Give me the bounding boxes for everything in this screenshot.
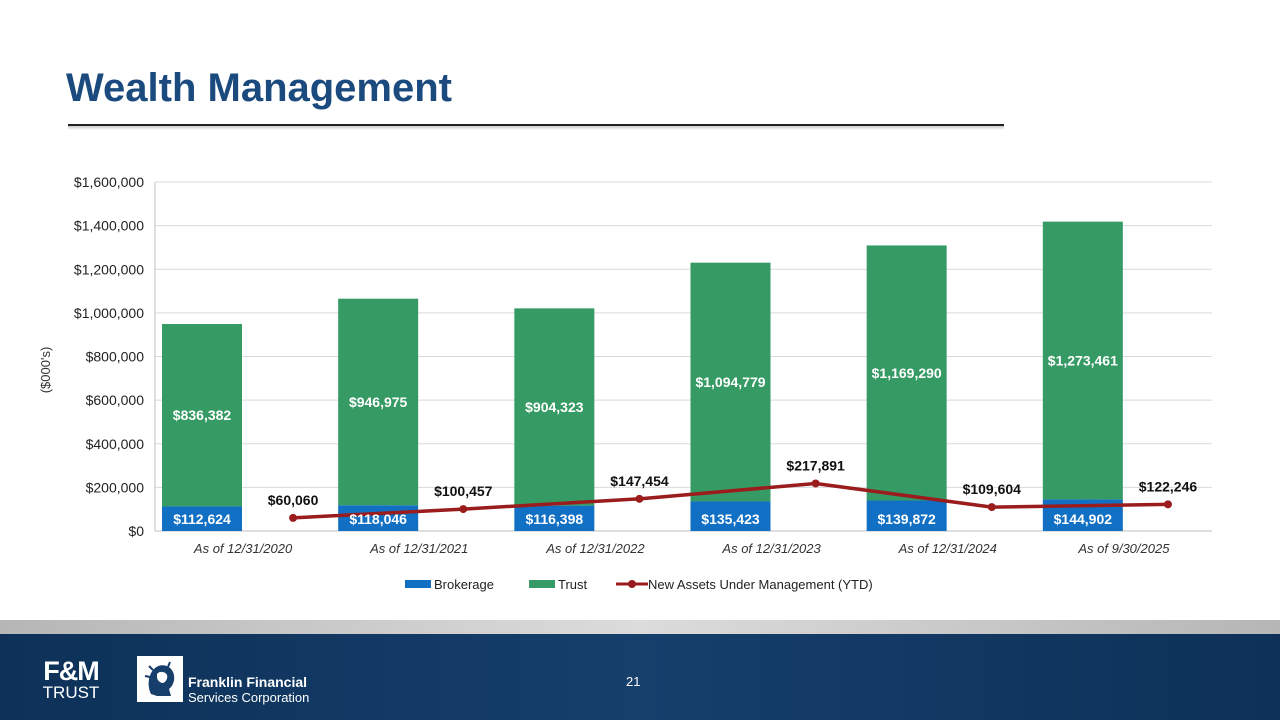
fm-trust-logo: F&M TRUST xyxy=(26,658,116,702)
bar-trust xyxy=(1042,221,1123,500)
legend-swatch xyxy=(405,580,431,588)
company-name: Franklin Financial Services Corporation xyxy=(188,674,309,706)
data-label-new-assets: $60,060 xyxy=(268,492,319,508)
line-new-assets xyxy=(292,481,1168,520)
franklin-portrait-icon xyxy=(137,656,183,702)
page-title: Wealth Management xyxy=(66,66,452,110)
bar-brokerage xyxy=(514,505,595,531)
x-tick-label: As of 12/31/2022 xyxy=(545,541,645,556)
y-axis-label: ($000's) xyxy=(38,347,53,394)
y-tick-label: $1,000,000 xyxy=(74,305,144,321)
wealth-management-chart: $0 $200,000 $400,000 $600,000 $800,000 $1,000… xyxy=(38,174,1212,592)
bar-brokerage xyxy=(162,506,242,531)
x-tick-label: As of 12/31/2020 xyxy=(193,541,293,556)
data-label-new-assets: $217,891 xyxy=(786,457,845,473)
line-point xyxy=(987,503,996,512)
data-label-brokerage: $118,046 xyxy=(349,511,407,527)
line-point xyxy=(635,494,644,503)
data-label-trust: $1,273,461 xyxy=(1048,353,1118,369)
data-label-trust: $904,323 xyxy=(525,399,584,415)
y-tick-label: $1,600,000 xyxy=(74,174,144,190)
line-layer xyxy=(289,479,1172,522)
y-tick-label: $1,400,000 xyxy=(74,218,144,234)
bar-trust xyxy=(866,245,947,501)
title-divider-shadow xyxy=(68,126,1004,130)
title-divider xyxy=(68,124,1004,126)
x-tick-label: As of 12/31/2021 xyxy=(369,541,468,556)
line-point xyxy=(811,479,820,488)
data-label-trust: $836,382 xyxy=(173,407,232,423)
company-name-line1: Franklin Financial xyxy=(188,674,308,690)
data-label-layer: $112,624 $836,382 $118,046 $946,975 $116,398… xyxy=(173,353,1198,527)
y-tick-label: $400,000 xyxy=(86,436,145,452)
data-label-trust: $946,975 xyxy=(349,394,408,410)
x-tick-label: As of 9/30/2025 xyxy=(1077,541,1170,556)
bar-trust xyxy=(690,262,771,502)
data-label-new-assets: $109,604 xyxy=(963,481,1022,497)
page-number: 21 xyxy=(626,674,641,689)
bar-brokerage xyxy=(866,500,947,531)
bar-trust xyxy=(514,308,595,506)
legend: Brokerage Trust New Assets Under Managemen… xyxy=(405,577,873,592)
y-tick-label: $600,000 xyxy=(86,392,145,408)
legend-swatch xyxy=(529,580,555,588)
footer-band xyxy=(0,620,1280,634)
data-label-brokerage: $116,398 xyxy=(526,511,584,527)
data-label-brokerage: $139,872 xyxy=(877,511,936,527)
fm-logo-bottom: TRUST xyxy=(42,683,100,702)
y-axis-ticks: $0 $200,000 $400,000 $600,000 $800,000 $1,000… xyxy=(74,174,144,539)
bar-brokerage xyxy=(690,501,771,531)
data-label-trust: $1,094,779 xyxy=(695,374,765,390)
bar-brokerage xyxy=(338,505,419,531)
line-point xyxy=(459,505,468,514)
company-name-line2: Services Corporation xyxy=(188,690,310,705)
x-tick-label: As of 12/31/2023 xyxy=(721,541,821,556)
legend-label: Trust xyxy=(558,577,588,592)
data-label-new-assets: $147,454 xyxy=(610,473,669,489)
data-label-new-assets: $100,457 xyxy=(434,483,493,499)
x-tick-label: As of 12/31/2024 xyxy=(898,541,997,556)
data-label-brokerage: $135,423 xyxy=(701,511,760,527)
y-tick-label: $0 xyxy=(128,523,144,539)
legend-label: Brokerage xyxy=(434,577,494,592)
legend-swatch-marker xyxy=(628,580,636,588)
fm-logo-top: F&M xyxy=(43,656,99,686)
y-tick-label: $1,200,000 xyxy=(74,261,144,277)
grid-layer xyxy=(154,181,1212,532)
line-point xyxy=(1163,500,1172,509)
data-label-trust: $1,169,290 xyxy=(872,365,942,381)
legend-label: New Assets Under Management (YTD) xyxy=(648,577,873,592)
footer: F&M TRUST Franklin Financial Services Co… xyxy=(0,634,1280,720)
data-label-new-assets: $122,246 xyxy=(1139,478,1198,494)
data-label-brokerage: $144,902 xyxy=(1054,511,1113,527)
data-label-brokerage: $112,624 xyxy=(173,511,231,527)
bar-layer xyxy=(162,221,1123,531)
bar-trust xyxy=(338,298,419,506)
line-point xyxy=(289,513,298,522)
x-axis-ticks: As of 12/31/2020 As of 12/31/2021 As of 12… xyxy=(193,541,1170,556)
y-tick-label: $800,000 xyxy=(86,349,145,365)
y-tick-label: $200,000 xyxy=(86,479,145,495)
bar-trust xyxy=(162,323,242,507)
